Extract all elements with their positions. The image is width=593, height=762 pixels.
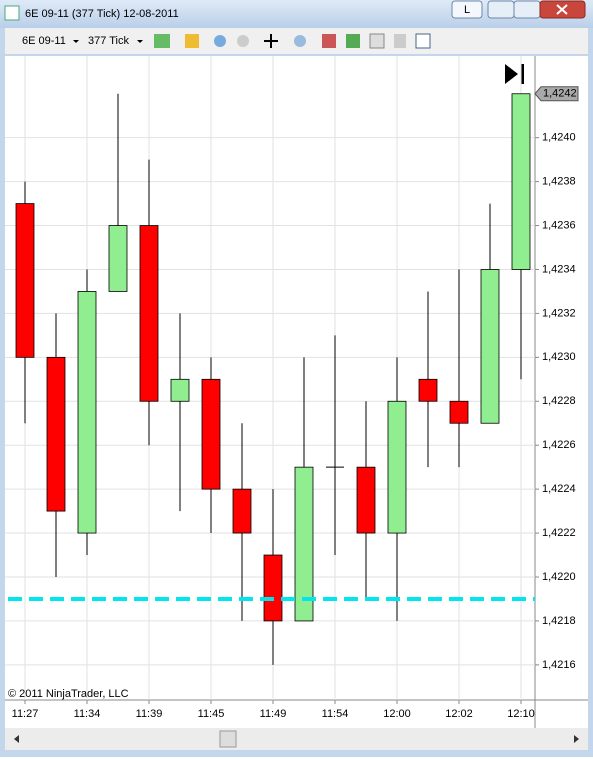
y-tick-label: 1,4222: [542, 527, 576, 539]
dropdown-arrow: [137, 40, 143, 43]
save-icon[interactable]: [394, 34, 406, 48]
candle-body: [356, 466, 376, 534]
candle-body: [46, 356, 66, 512]
indicators-icon[interactable]: [346, 34, 360, 48]
candle-body: [201, 378, 221, 490]
scroll-thumb[interactable]: [219, 730, 237, 748]
last-price-label: 1,4242: [543, 88, 577, 100]
candle-body: [15, 203, 35, 358]
link-button[interactable]: [451, 0, 483, 19]
zoom-out-icon[interactable]: [237, 35, 249, 47]
properties-icon[interactable]: [415, 33, 431, 49]
link-button-label[interactable]: L: [464, 4, 470, 16]
zoom-in-icon[interactable]: [214, 35, 226, 47]
x-tick-label: 12:02: [445, 708, 473, 720]
crosshair-icon[interactable]: [264, 34, 278, 48]
x-tick-label: 11:34: [74, 708, 101, 720]
y-tick-label: 1,4228: [542, 395, 576, 407]
x-tick-label: 12:00: [383, 708, 411, 720]
y-tick-label: 1,4224: [542, 483, 576, 495]
y-tick-label: 1,4220: [542, 571, 576, 583]
scrollbar[interactable]: [5, 728, 588, 750]
bars-icon[interactable]: [322, 34, 336, 48]
x-tick-label: 11:54: [322, 708, 349, 720]
x-tick-label: 11:45: [198, 708, 225, 720]
close-icon: [556, 4, 568, 15]
candle-body: [294, 466, 314, 622]
candle-body: [263, 554, 283, 622]
instrument-selector[interactable]: 6E 09-11: [22, 35, 66, 47]
last-price-marker: [534, 86, 579, 102]
candle-body: [511, 93, 531, 270]
draw-icon[interactable]: [185, 34, 199, 48]
candle-body: [449, 400, 469, 424]
dropdown-arrow: [73, 40, 79, 43]
candle-body: [480, 269, 500, 424]
copyright: © 2011 NinjaTrader, LLC: [8, 688, 129, 700]
candle-body: [387, 400, 407, 534]
chart-style-icon[interactable]: [154, 34, 170, 48]
candle-body: [108, 225, 128, 292]
y-tick-label: 1,4238: [542, 176, 576, 188]
x-tick-label: 11:27: [12, 708, 39, 720]
strategies-icon[interactable]: [369, 33, 385, 49]
x-tick-label: 11:39: [136, 708, 163, 720]
window-title: 6E 09-11 (377 Tick) 12-08-2011: [25, 8, 179, 20]
candle-body: [139, 225, 159, 402]
app-icon: [4, 5, 20, 21]
y-tick-label: 1,4230: [542, 351, 576, 363]
candle-body: [170, 378, 190, 402]
x-tick-label: 11:49: [260, 708, 287, 720]
search-icon[interactable]: [294, 35, 306, 47]
maximize-button[interactable]: [513, 0, 541, 19]
plot: 11:27 11:34 11:39 11:45 11:49 11:54 12:00 12:02…: [5, 56, 579, 720]
y-tick-label: 1,4234: [542, 263, 576, 275]
y-tick-label: 1,4232: [542, 307, 576, 319]
y-tick-label: 1,4216: [542, 659, 576, 671]
scroll-end-icon[interactable]: [505, 64, 524, 84]
y-tick-label: 1,4236: [542, 219, 576, 231]
y-tick-label: 1,4240: [542, 132, 576, 144]
x-tick-label: 12:10: [507, 708, 535, 720]
y-tick-label: 1,4218: [542, 615, 576, 627]
candle-body: [418, 378, 438, 402]
candle-body: [77, 291, 97, 534]
y-tick-label: 1,4226: [542, 439, 576, 451]
toolbar-icons[interactable]: [154, 33, 431, 49]
interval-selector[interactable]: 377 Tick: [88, 35, 129, 47]
minimize-button[interactable]: [487, 0, 515, 19]
candle-body: [232, 488, 252, 534]
